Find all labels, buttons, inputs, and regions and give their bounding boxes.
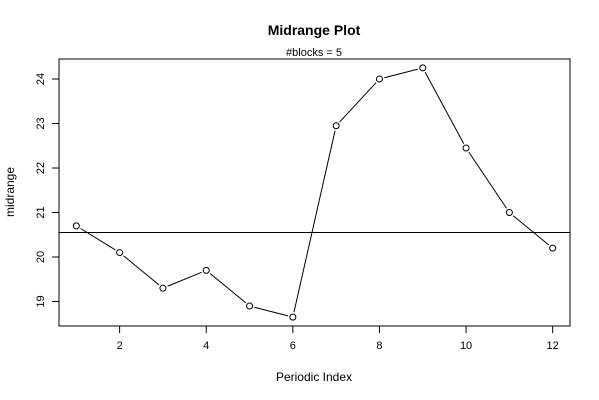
data-point: [202, 266, 210, 274]
series-segment: [512, 215, 550, 246]
y-tick-label: 24: [35, 73, 47, 85]
x-tick-label: 8: [376, 340, 382, 352]
y-tick-label: 20: [35, 251, 47, 263]
data-point: [375, 75, 383, 83]
series-segment: [123, 255, 160, 286]
y-tick-label: 22: [35, 162, 47, 174]
data-point: [116, 249, 124, 257]
x-axis-label: Periodic Index: [276, 370, 352, 384]
series-segment: [384, 68, 419, 79]
series-segment: [424, 72, 465, 144]
y-tick-label: 23: [35, 117, 47, 129]
chart-subtitle: #blocks = 5: [286, 47, 342, 59]
y-tick-label: 19: [35, 295, 47, 307]
series-segment: [80, 228, 116, 251]
series-segment: [209, 273, 246, 304]
series-segment: [339, 82, 377, 123]
data-point: [419, 64, 427, 72]
y-axis-label: midrange: [3, 167, 17, 217]
chart-title: Midrange Plot: [268, 22, 361, 38]
data-point: [505, 209, 513, 217]
data-point: [462, 144, 470, 152]
data-point: [549, 244, 557, 252]
x-tick-label: 2: [117, 340, 123, 352]
x-tick-label: 12: [547, 340, 559, 352]
x-tick-label: 6: [290, 340, 296, 352]
y-tick-label: 21: [35, 206, 47, 218]
x-tick-label: 4: [203, 340, 209, 352]
data-point: [332, 122, 340, 130]
data-point: [72, 222, 80, 230]
plot-frame: [58, 58, 571, 327]
series-segment: [293, 130, 336, 313]
x-tick-label: 10: [460, 340, 472, 352]
series-segment: [254, 306, 289, 317]
data-point: [246, 302, 254, 310]
data-point: [159, 284, 167, 292]
data-point: [289, 313, 297, 321]
series-segment: [468, 151, 508, 209]
series-segment: [167, 271, 202, 287]
